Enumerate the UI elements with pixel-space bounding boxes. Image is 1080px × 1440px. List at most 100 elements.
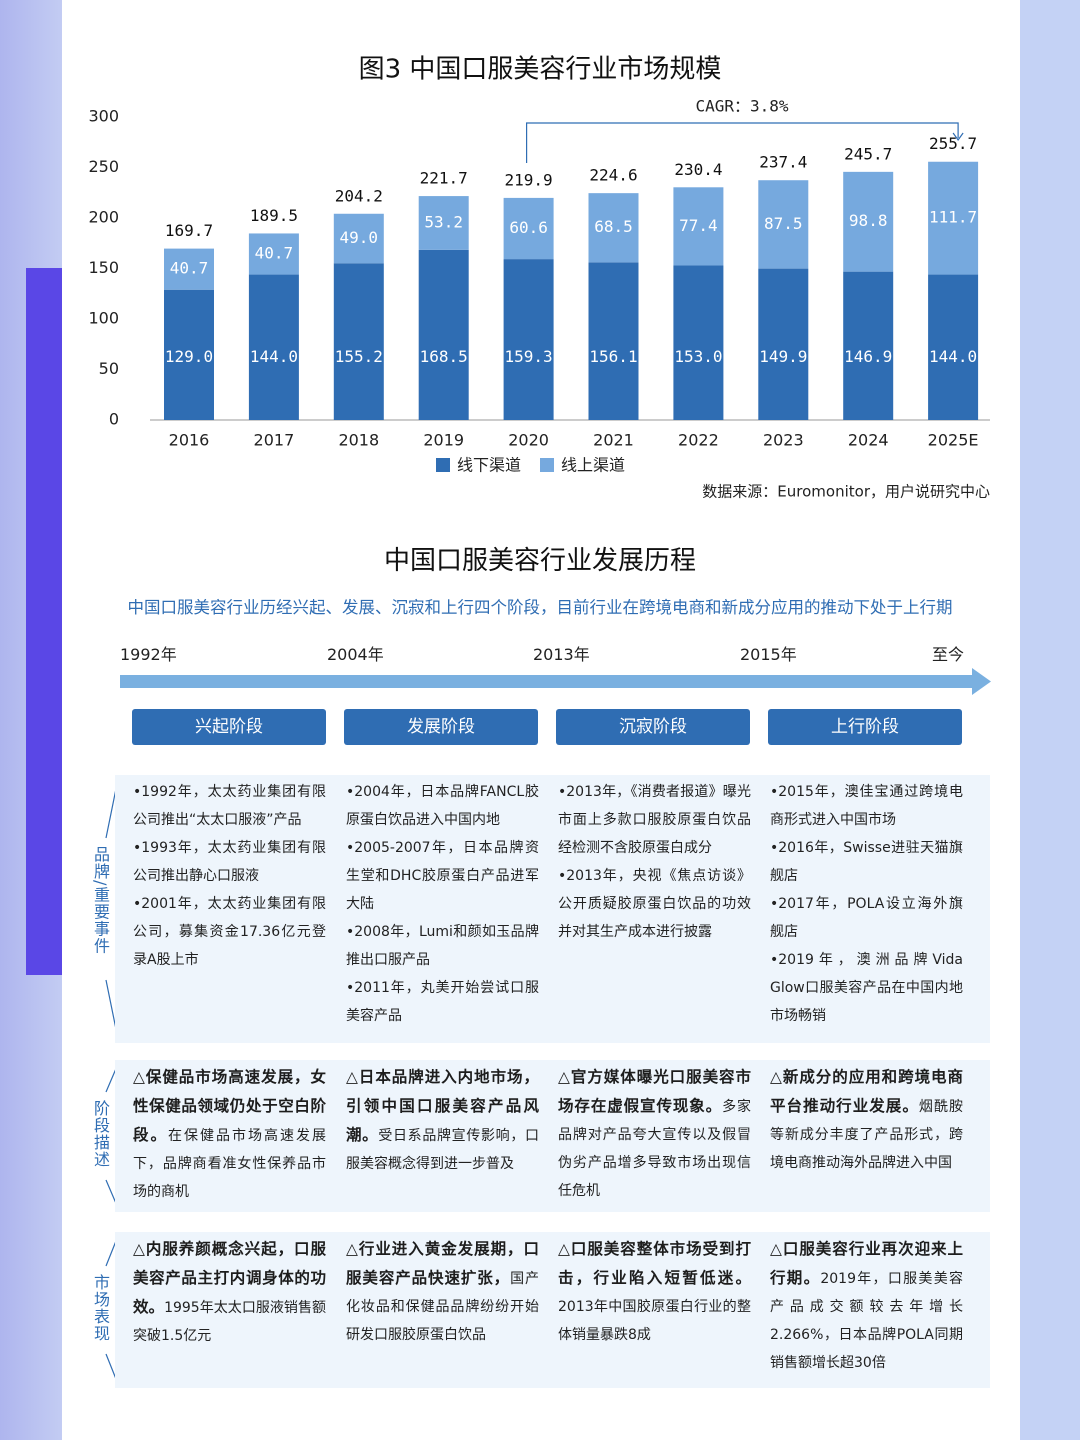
x-tick-label: 2025E xyxy=(928,431,979,450)
y-tick-label: 0 xyxy=(109,410,119,429)
stage-box: 沉寂阶段 xyxy=(556,709,750,745)
y-tick-label: 300 xyxy=(88,107,119,126)
bar-segment xyxy=(588,262,639,420)
bar-segment xyxy=(248,274,299,420)
value-label: 155.2 xyxy=(335,347,383,366)
lead-text: △日本品牌进入内地市场，引领中国口服美容产品风潮。 xyxy=(346,1068,539,1144)
annotation-arrow xyxy=(952,132,964,142)
value-label: 129.0 xyxy=(165,347,213,366)
chart: 图3 中国口服美容行业市场规模 0 50 100 150 200 250 300 129.0 4… xyxy=(88,55,990,501)
stage-box: 上行阶段 xyxy=(768,709,962,745)
body-text: 国产化妆品和保健品品牌纷纷开始研发口服胶原蛋白饮品 xyxy=(346,1271,539,1343)
timeline-arrowhead xyxy=(972,668,991,695)
side-bar xyxy=(26,268,62,975)
bar-segment xyxy=(248,233,299,275)
cell: △口服美容整体市场受到打击，行业陷入短暂低迷。 2013年中国胶原蛋白行业的整体销… xyxy=(558,1235,751,1349)
bar-segment xyxy=(503,197,554,260)
cell: △日本品牌进入内地市场，引领中国口服美容产品风潮。受日系品牌宣传影响，口服美容概… xyxy=(346,1063,539,1178)
lead-text: △官方媒体曝光口服美容市场存在虚假宣传现象。 xyxy=(558,1068,751,1115)
value-label: 159.3 xyxy=(505,347,553,366)
bar-segment xyxy=(758,180,809,269)
y-tick-label: 200 xyxy=(88,208,119,227)
event-item: •2004年，日本品牌FANCL胶原蛋白饮品进入中国内地 xyxy=(346,784,539,828)
value-label: 49.0 xyxy=(340,228,379,247)
y-tick-label: 100 xyxy=(88,309,119,328)
cell: △新成分的应用和跨境电商平台推动行业发展。烟酰胺等新成分丰度了产品形式，跨境电商… xyxy=(770,1063,963,1177)
row-label: 品牌/重要事件 xyxy=(91,846,110,955)
annotation: CAGR：3.8% xyxy=(695,97,788,116)
bar-segment xyxy=(503,259,554,420)
cell: △行业进入黄金发展期，口服美容产品快速扩张，国产化妆品和保健品品牌纷纷开始研发口… xyxy=(346,1235,539,1349)
row-background xyxy=(115,775,990,1043)
y-tick-label: 50 xyxy=(99,359,119,378)
stage-box: 发展阶段 xyxy=(344,709,538,745)
bar-segment xyxy=(418,196,469,250)
value-label: 77.4 xyxy=(679,216,718,235)
row-label: 市场表现 xyxy=(91,1274,110,1342)
event-item: •2015年，澳佳宝通过跨境电商形式进入中国市场 xyxy=(770,784,963,828)
bar-segment xyxy=(843,171,894,272)
year-label: 2013年 xyxy=(533,645,590,664)
body-text: 1995年太太口服液销售额突破1.5亿元 xyxy=(133,1300,326,1344)
bar-segment xyxy=(673,265,724,420)
row-label: 阶段描述 xyxy=(91,1100,110,1168)
section-title: 中国口服美容行业发展历程 xyxy=(383,546,696,576)
event-item: •2011年，丸美开始尝试口服美容产品 xyxy=(346,980,539,1024)
x-tick-label: 2022 xyxy=(678,431,719,450)
bar-segment xyxy=(588,193,639,263)
value-label: 146.9 xyxy=(844,347,892,366)
bar-segment xyxy=(333,213,384,264)
lead-text: △新成分的应用和跨境电商平台推动行业发展。 xyxy=(770,1068,963,1115)
body-text: 2019年，口服美美容产品成交额较去年增长2.266%，日本品牌POLA同期销售… xyxy=(770,1271,963,1371)
annotation-bracket xyxy=(526,122,959,163)
bar-segment xyxy=(928,274,979,420)
total-label: 219.9 xyxy=(505,170,553,189)
total-label: 230.4 xyxy=(674,160,722,179)
cell: •2013年，《消费者报道》曝光市面上多款口服胶原蛋白饮品经检测不含胶原蛋白成分… xyxy=(558,778,751,946)
bar-segment xyxy=(164,289,214,420)
value-label: 68.5 xyxy=(594,217,633,236)
subtitle: 中国口服美容行业历经兴起、发展、沉寂和上行四个阶段，目前行业在跨境电商和新成分应… xyxy=(127,598,953,617)
body-text: 在保健品市场高速发展下，品牌商看准女性保养品市场的商机 xyxy=(133,1128,326,1200)
year-label: 2004年 xyxy=(327,645,384,664)
y-tick-label: 150 xyxy=(88,258,119,277)
source: 数据来源：Euromonitor，用户说研究中心 xyxy=(702,483,990,501)
year-label: 1992年 xyxy=(120,645,177,664)
row-background xyxy=(115,1060,990,1212)
body-text: 烟酰胺等新成分丰度了产品形式，跨境电商推动海外品牌进入中国 xyxy=(770,1099,963,1171)
total-label: 221.7 xyxy=(420,169,468,188)
x-tick-label: 2016 xyxy=(169,431,210,450)
x-tick-label: 2020 xyxy=(508,431,549,450)
value-label: 144.0 xyxy=(929,347,977,366)
cell: •1992年，太太药业集团有限公司推出“太太口服液”产品 •1993年，太太药业集… xyxy=(133,778,326,974)
value-label: 153.0 xyxy=(674,347,722,366)
bar-segment xyxy=(164,248,214,290)
cell: •2015年，澳佳宝通过跨境电商形式进入中国市场 •2016年，Swisse进驻天… xyxy=(770,778,963,1030)
body-text: 多家品牌对产品夸大宣传以及假冒伪劣产品增多导致市场出现信任危机 xyxy=(558,1099,751,1199)
total-label: 255.7 xyxy=(929,134,977,153)
legend-swatch xyxy=(436,458,450,472)
legend-label: 线上渠道 xyxy=(561,456,625,475)
value-label: 111.7 xyxy=(929,208,977,227)
lead-text: △口服美容行业再次迎来上行期。 xyxy=(770,1240,963,1287)
x-tick-label: 2017 xyxy=(254,431,295,450)
bar-segment xyxy=(843,271,894,420)
bar-segment xyxy=(418,249,469,420)
timeline-arrow xyxy=(120,675,974,688)
lead-text: △行业进入黄金发展期，口服美容产品快速扩张， xyxy=(346,1240,539,1287)
cell: △保健品市场高速发展，女性保健品领域仍处于空白阶段。在保健品市场高速发展下，品牌… xyxy=(133,1063,326,1206)
event-item: •2013年，《消费者报道》曝光市面上多款口服胶原蛋白饮品经检测不含胶原蛋白成分 xyxy=(558,784,751,856)
x-tick-label: 2023 xyxy=(763,431,804,450)
legend-label: 线下渠道 xyxy=(457,456,521,475)
event-item: •2008年，Lumi和颜如玉品牌推出口服产品 xyxy=(346,924,539,968)
body-text: 受日系品牌宣传影响，口服美容概念得到进一步普及 xyxy=(346,1128,539,1172)
bar-segment xyxy=(673,187,724,266)
value-label: 149.9 xyxy=(759,347,807,366)
total-label: 224.6 xyxy=(589,166,637,185)
event-item: •2013年，央视《焦点访谈》公开质疑胶原蛋白饮品的功效并对其生产成本进行披露 xyxy=(558,868,751,940)
row-background xyxy=(115,1232,990,1388)
event-item: •2016年，Swisse进驻天猫旗舰店 xyxy=(770,840,963,884)
total-label: 204.2 xyxy=(335,186,383,205)
event-item: •2019年，澳洲品牌Vida Glow口服美容产品在中国内地市场畅销 xyxy=(770,952,963,1024)
x-tick-label: 2021 xyxy=(593,431,634,450)
